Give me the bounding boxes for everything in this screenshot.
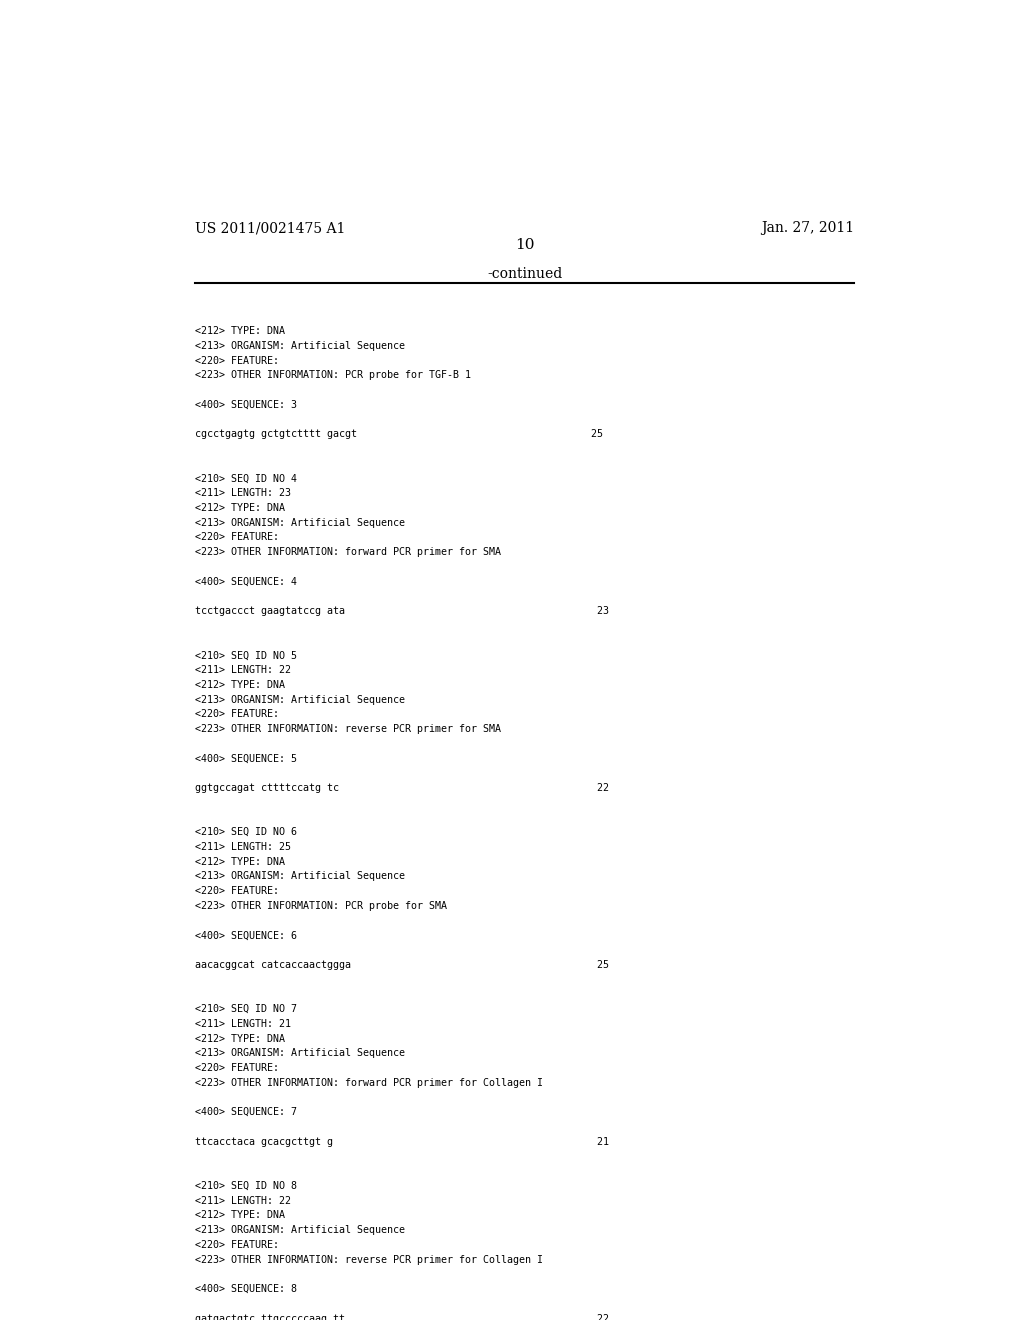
Text: <223> OTHER INFORMATION: reverse PCR primer for Collagen I: <223> OTHER INFORMATION: reverse PCR pri… — [196, 1254, 544, 1265]
Text: <210> SEQ ID NO 5: <210> SEQ ID NO 5 — [196, 651, 297, 660]
Text: <220> FEATURE:: <220> FEATURE: — [196, 1063, 280, 1073]
Text: <213> ORGANISM: Artificial Sequence: <213> ORGANISM: Artificial Sequence — [196, 517, 406, 528]
Text: <223> OTHER INFORMATION: PCR probe for TGF-B 1: <223> OTHER INFORMATION: PCR probe for T… — [196, 371, 471, 380]
Text: <212> TYPE: DNA: <212> TYPE: DNA — [196, 1210, 286, 1221]
Text: <211> LENGTH: 21: <211> LENGTH: 21 — [196, 1019, 292, 1028]
Text: gatgactgtc ttgcccccaag tt                                          22: gatgactgtc ttgcccccaag tt 22 — [196, 1313, 609, 1320]
Text: <211> LENGTH: 25: <211> LENGTH: 25 — [196, 842, 292, 851]
Text: Jan. 27, 2011: Jan. 27, 2011 — [761, 222, 854, 235]
Text: <400> SEQUENCE: 3: <400> SEQUENCE: 3 — [196, 400, 297, 409]
Text: <223> OTHER INFORMATION: forward PCR primer for SMA: <223> OTHER INFORMATION: forward PCR pri… — [196, 548, 502, 557]
Text: <220> FEATURE:: <220> FEATURE: — [196, 886, 280, 896]
Text: aacacggcat catcaccaactggga                                         25: aacacggcat catcaccaactggga 25 — [196, 960, 609, 970]
Text: <212> TYPE: DNA: <212> TYPE: DNA — [196, 326, 286, 337]
Text: -continued: -continued — [487, 267, 562, 281]
Text: <212> TYPE: DNA: <212> TYPE: DNA — [196, 503, 286, 513]
Text: <220> FEATURE:: <220> FEATURE: — [196, 1239, 280, 1250]
Text: <220> FEATURE:: <220> FEATURE: — [196, 355, 280, 366]
Text: <213> ORGANISM: Artificial Sequence: <213> ORGANISM: Artificial Sequence — [196, 694, 406, 705]
Text: <220> FEATURE:: <220> FEATURE: — [196, 532, 280, 543]
Text: ttcacctaca gcacgcttgt g                                            21: ttcacctaca gcacgcttgt g 21 — [196, 1137, 609, 1147]
Text: 10: 10 — [515, 238, 535, 252]
Text: <212> TYPE: DNA: <212> TYPE: DNA — [196, 1034, 286, 1044]
Text: <223> OTHER INFORMATION: forward PCR primer for Collagen I: <223> OTHER INFORMATION: forward PCR pri… — [196, 1077, 544, 1088]
Text: <400> SEQUENCE: 6: <400> SEQUENCE: 6 — [196, 931, 297, 940]
Text: <400> SEQUENCE: 4: <400> SEQUENCE: 4 — [196, 577, 297, 586]
Text: <213> ORGANISM: Artificial Sequence: <213> ORGANISM: Artificial Sequence — [196, 1225, 406, 1236]
Text: <223> OTHER INFORMATION: PCR probe for SMA: <223> OTHER INFORMATION: PCR probe for S… — [196, 900, 447, 911]
Text: <212> TYPE: DNA: <212> TYPE: DNA — [196, 857, 286, 867]
Text: ggtgccagat cttttccatg tc                                           22: ggtgccagat cttttccatg tc 22 — [196, 783, 609, 793]
Text: <400> SEQUENCE: 7: <400> SEQUENCE: 7 — [196, 1107, 297, 1117]
Text: <211> LENGTH: 22: <211> LENGTH: 22 — [196, 665, 292, 675]
Text: tcctgaccct gaagtatccg ata                                          23: tcctgaccct gaagtatccg ata 23 — [196, 606, 609, 616]
Text: <210> SEQ ID NO 4: <210> SEQ ID NO 4 — [196, 474, 297, 483]
Text: US 2011/0021475 A1: US 2011/0021475 A1 — [196, 222, 346, 235]
Text: <211> LENGTH: 22: <211> LENGTH: 22 — [196, 1196, 292, 1205]
Text: <400> SEQUENCE: 8: <400> SEQUENCE: 8 — [196, 1284, 297, 1294]
Text: cgcctgagtg gctgtctttt gacgt                                       25: cgcctgagtg gctgtctttt gacgt 25 — [196, 429, 603, 440]
Text: <213> ORGANISM: Artificial Sequence: <213> ORGANISM: Artificial Sequence — [196, 1048, 406, 1059]
Text: <210> SEQ ID NO 8: <210> SEQ ID NO 8 — [196, 1181, 297, 1191]
Text: <210> SEQ ID NO 6: <210> SEQ ID NO 6 — [196, 828, 297, 837]
Text: <213> ORGANISM: Artificial Sequence: <213> ORGANISM: Artificial Sequence — [196, 341, 406, 351]
Text: <211> LENGTH: 23: <211> LENGTH: 23 — [196, 488, 292, 498]
Text: <210> SEQ ID NO 7: <210> SEQ ID NO 7 — [196, 1005, 297, 1014]
Text: <220> FEATURE:: <220> FEATURE: — [196, 709, 280, 719]
Text: <400> SEQUENCE: 5: <400> SEQUENCE: 5 — [196, 754, 297, 763]
Text: <213> ORGANISM: Artificial Sequence: <213> ORGANISM: Artificial Sequence — [196, 871, 406, 882]
Text: <212> TYPE: DNA: <212> TYPE: DNA — [196, 680, 286, 690]
Text: <223> OTHER INFORMATION: reverse PCR primer for SMA: <223> OTHER INFORMATION: reverse PCR pri… — [196, 725, 502, 734]
